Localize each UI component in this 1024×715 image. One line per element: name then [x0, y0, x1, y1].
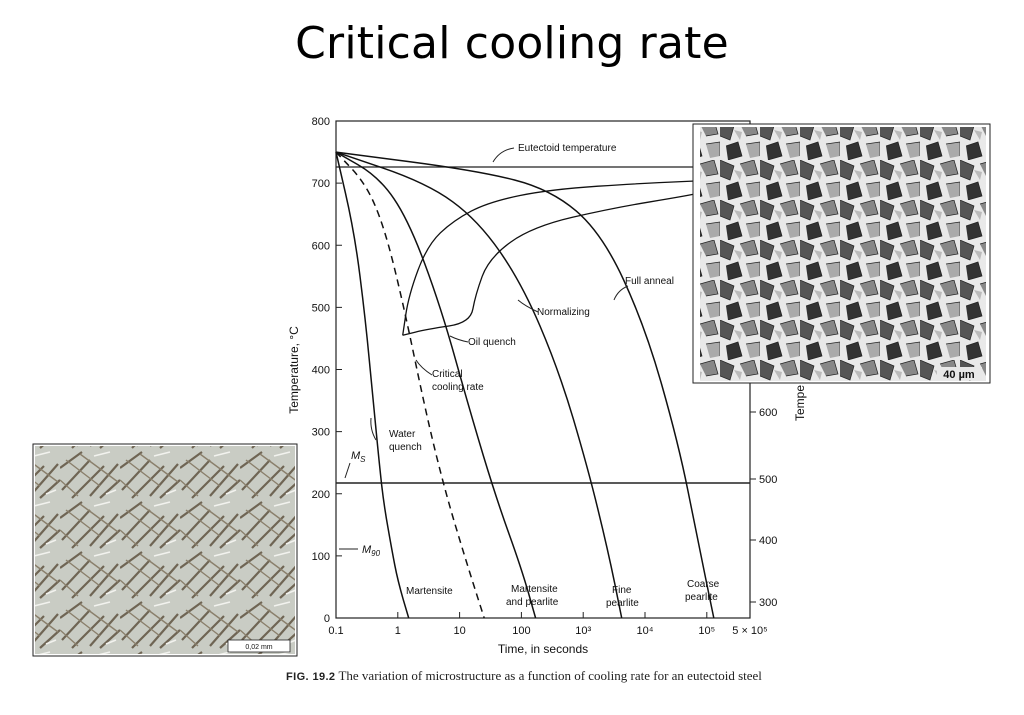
right-tick-label: 300: [759, 597, 777, 609]
label-m90: M90: [362, 544, 381, 558]
caption-label: FIG. 19.2: [286, 671, 336, 683]
label-m90-main: M: [362, 544, 372, 556]
label-mart-pearlite-2: and pearlite: [506, 597, 559, 608]
curve-oil-quench: [335, 151, 537, 619]
x-axis: 0.1 1 10 100 10³ 10⁴ 10⁵ 5 × 10⁵: [328, 612, 768, 637]
y-tick-label: 400: [312, 365, 330, 377]
arrow-water: [370, 417, 377, 441]
label-full-anneal: Full anneal: [625, 276, 674, 287]
y-axis-right: 300 400 500 600: [750, 407, 777, 609]
figure-caption: FIG. 19.2 The variation of microstructur…: [286, 668, 786, 685]
arrow-critical: [415, 359, 433, 376]
scale-label-right: 40 µm: [943, 369, 975, 381]
scale-label-left: 0,02 mm: [245, 644, 272, 651]
x-tick-label: 10: [453, 625, 465, 637]
curve-full-anneal: [335, 151, 715, 619]
arrow-full-anneal: [613, 285, 629, 301]
y-tick-label: 600: [312, 240, 330, 252]
x-axis-title: Time, in seconds: [498, 642, 588, 656]
transformation-curve-start: [402, 179, 718, 336]
x-tick-label: 10⁵: [698, 625, 715, 637]
slide-title: Critical cooling rate: [295, 18, 729, 69]
x-tick-label: 100: [512, 625, 530, 637]
label-cooling-rate: cooling rate: [432, 382, 484, 393]
x-tick-label: 10³: [575, 625, 591, 637]
arrow-normalizing: [517, 299, 539, 313]
label-fine: Fine: [612, 585, 632, 596]
right-tick-label: 500: [759, 474, 777, 486]
cooling-curves: [335, 151, 718, 619]
curve-critical-cooling-rate: [335, 151, 485, 619]
curve-water-quench: [335, 151, 410, 619]
y-tick-label: 700: [312, 178, 330, 190]
label-fine-pearlite: pearlite: [606, 598, 639, 609]
micrograph-right: 40 µm: [692, 123, 991, 384]
right-tick-label: 600: [759, 407, 777, 419]
y-tick-label: 300: [312, 427, 330, 439]
label-ms-main: M: [351, 450, 361, 462]
label-ms-sub: S: [360, 455, 366, 464]
x-tick-label: 1: [395, 625, 401, 637]
right-axis-title: Tempe: [793, 385, 807, 421]
label-coarse-pearlite: pearlite: [685, 592, 718, 603]
right-tick-label: 400: [759, 535, 777, 547]
y-tick-label: 500: [312, 302, 330, 314]
label-normalizing: Normalizing: [537, 307, 590, 318]
label-martensite: Martensite: [406, 586, 453, 597]
x-tick-label: 10⁴: [637, 625, 654, 637]
label-oil-quench: Oil quench: [468, 337, 516, 348]
arrow-oil-quench: [449, 335, 469, 343]
y-axis-left: 0 100 200 300 400 500 600 700 800: [312, 116, 342, 625]
curve-normalizing: [335, 151, 623, 619]
x-tick-label: 5 × 10⁵: [732, 625, 767, 637]
label-quench: quench: [389, 442, 422, 453]
label-m90-sub: 90: [371, 549, 380, 558]
label-mart-pearlite-1: Martensite: [511, 584, 558, 595]
x-tick-label: 0.1: [328, 625, 343, 637]
plot-frame: [335, 120, 751, 619]
y-tick-label: 200: [312, 489, 330, 501]
label-coarse: Coarse: [687, 579, 720, 590]
y-axis-title: Temperature, °C: [287, 326, 301, 414]
arrow-eutectoid: [492, 147, 515, 163]
caption-text: The variation of microstructure as a fun…: [338, 668, 762, 683]
micrograph-left: 0,02 mm: [32, 443, 298, 657]
arrow-ms: [344, 462, 351, 479]
y-tick-label: 0: [324, 613, 330, 625]
y-tick-label: 100: [312, 551, 330, 563]
y-tick-label: 800: [312, 116, 330, 128]
label-ms: MS: [351, 450, 366, 464]
label-water: Water: [389, 429, 416, 440]
label-critical: Critical: [432, 369, 463, 380]
label-eutectoid: Eutectoid temperature: [518, 143, 617, 154]
transformation-curve-finish: [402, 188, 718, 336]
